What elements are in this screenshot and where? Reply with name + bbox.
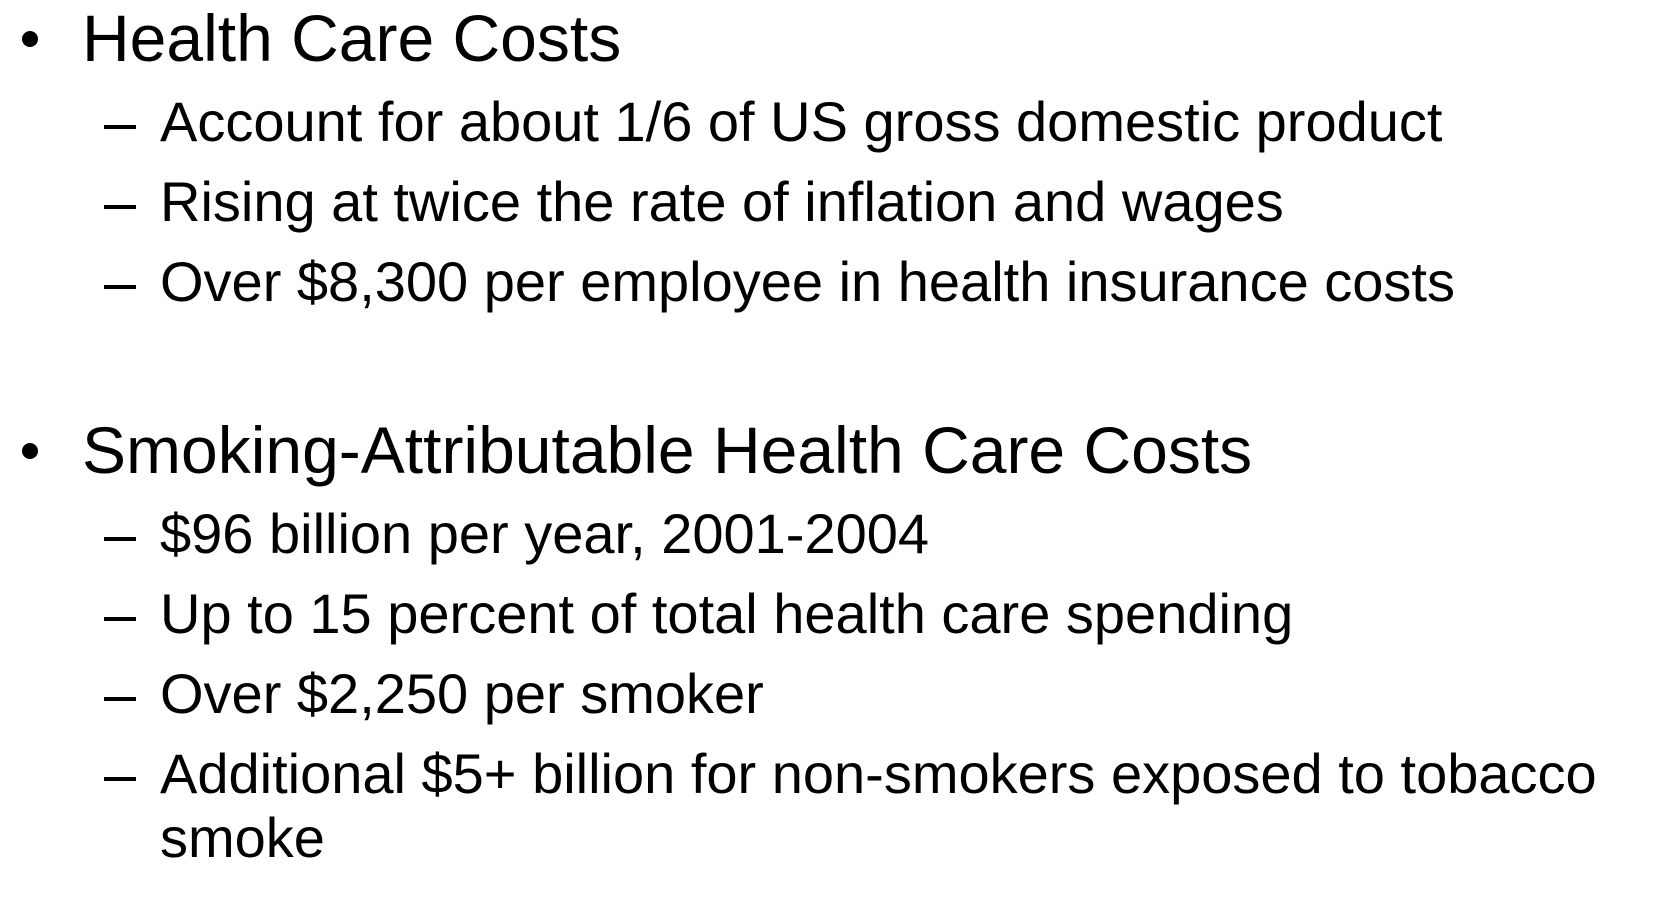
heading-text: Smoking-Attributable Health Care Costs (82, 413, 1253, 487)
bullet-dash (104, 205, 136, 209)
item-text: $96 billion per year, 2001-2004 (160, 502, 930, 565)
sub-item: Over $2,250 per smoker (104, 662, 1600, 726)
heading-text: Health Care Costs (82, 1, 622, 75)
sub-item: Rising at twice the rate of inflation an… (104, 170, 1600, 234)
section-heading: Health Care Costs (22, 0, 1661, 76)
item-text: Over $8,300 per employee in health insur… (160, 250, 1455, 313)
sub-item: $96 billion per year, 2001-2004 (104, 502, 1600, 566)
item-text: Account for about 1/6 of US gross domest… (160, 90, 1443, 153)
sub-item: Account for about 1/6 of US gross domest… (104, 90, 1600, 154)
bullet-dash (104, 285, 136, 289)
section-heading: Smoking-Attributable Health Care Costs (22, 412, 1661, 488)
sub-item: Additional $5+ billion for non-smokers e… (104, 742, 1600, 870)
bullet-dot (22, 31, 38, 47)
bullet-dash (104, 697, 136, 701)
bullet-section: Smoking-Attributable Health Care Costs $9… (0, 412, 1661, 870)
bullet-dash (104, 617, 136, 621)
sub-item: Up to 15 percent of total health care sp… (104, 582, 1600, 646)
sub-item: Over $8,300 per employee in health insur… (104, 250, 1600, 314)
bullet-dash (104, 125, 136, 129)
bullet-dot (22, 443, 38, 459)
item-text: Rising at twice the rate of inflation an… (160, 170, 1284, 233)
bullet-section: Health Care Costs Account for about 1/6 o… (0, 0, 1661, 314)
item-text: Over $2,250 per smoker (160, 662, 764, 725)
item-text: Up to 15 percent of total health care sp… (160, 582, 1294, 645)
bullet-dash (104, 537, 136, 541)
bullet-dash (104, 777, 136, 781)
item-text: Additional $5+ billion for non-smokers e… (160, 742, 1597, 869)
